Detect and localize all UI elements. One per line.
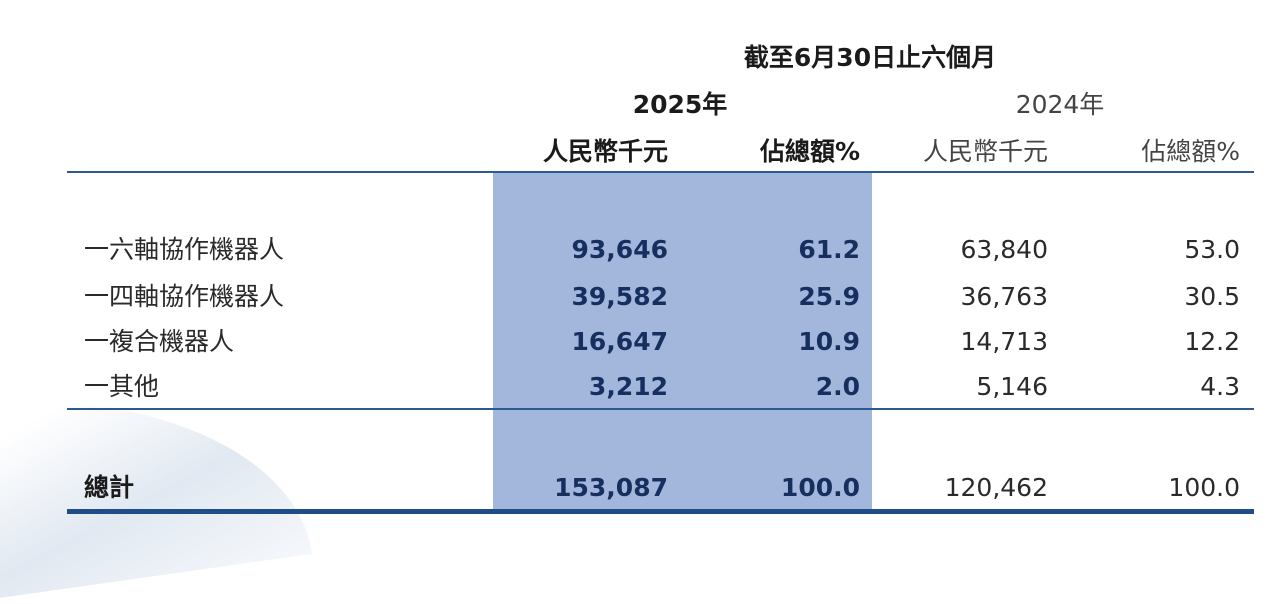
rmb-2025-cell: 93,646 bbox=[571, 235, 668, 264]
period-heading: 截至6月30日止六個月 bbox=[743, 43, 997, 72]
row-label: 一複合機器人 bbox=[84, 327, 235, 356]
rmb-2024-cell: 36,763 bbox=[960, 282, 1048, 311]
total-rmb-2025-cell: 153,087 bbox=[554, 473, 668, 502]
pct-2024-cell: 4.3 bbox=[1200, 372, 1240, 401]
pct-2025-cell: 25.9 bbox=[798, 282, 860, 311]
total-label: 總計 bbox=[84, 473, 135, 502]
rmb-2024-cell: 5,146 bbox=[976, 372, 1048, 401]
rmb-2024-cell: 14,713 bbox=[960, 327, 1048, 356]
header-rule bbox=[67, 171, 1254, 173]
rmb-2025-cell: 16,647 bbox=[571, 327, 668, 356]
col-pct-prior-header: 佔總額% bbox=[1141, 137, 1240, 166]
year-current-heading: 2025年 bbox=[632, 90, 728, 119]
row-label: 一其他 bbox=[84, 372, 160, 401]
rmb-2025-cell: 3,212 bbox=[588, 372, 668, 401]
pct-2024-cell: 53.0 bbox=[1184, 235, 1240, 264]
total-rule bbox=[67, 509, 1254, 514]
col-pct-current-header: 佔總額% bbox=[759, 137, 860, 166]
rmb-2024-cell: 63,840 bbox=[960, 235, 1048, 264]
pct-2025-cell: 61.2 bbox=[798, 235, 860, 264]
total-pct-2025-cell: 100.0 bbox=[780, 473, 860, 502]
pct-2025-cell: 10.9 bbox=[798, 327, 860, 356]
col-rmb-current-header: 人民幣千元 bbox=[542, 137, 668, 166]
row-label: 一四軸協作機器人 bbox=[84, 282, 285, 311]
pct-2024-cell: 30.5 bbox=[1184, 282, 1240, 311]
total-rmb-2024-cell: 120,462 bbox=[944, 473, 1048, 502]
total-pct-2024-cell: 100.0 bbox=[1168, 473, 1240, 502]
pct-2024-cell: 12.2 bbox=[1184, 327, 1240, 356]
subtotal-rule bbox=[67, 408, 1254, 410]
pct-2025-cell: 2.0 bbox=[815, 372, 860, 401]
row-label: 一六軸協作機器人 bbox=[84, 235, 285, 264]
col-rmb-prior-header: 人民幣千元 bbox=[922, 137, 1048, 166]
current-period-highlight bbox=[493, 173, 872, 510]
year-prior-heading: 2024年 bbox=[1015, 90, 1105, 119]
rmb-2025-cell: 39,582 bbox=[571, 282, 668, 311]
